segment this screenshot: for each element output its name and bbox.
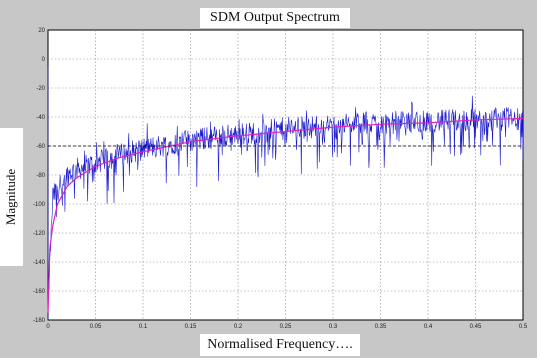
x-tick-label: 0.5 (519, 324, 528, 330)
y-tick-label: 0 (42, 57, 46, 63)
y-axis-label: Magnitude (3, 168, 18, 226)
y-tick-label: -180 (33, 318, 46, 324)
x-tick-label: 0.25 (280, 324, 292, 330)
y-tick-label: -160 (33, 289, 46, 295)
x-axis-label: Normalised Frequency…. (200, 334, 360, 356)
series-line-spectrum (47, 66, 524, 320)
x-tick-label: 0.2 (234, 324, 243, 330)
y-tick-label: -20 (36, 86, 45, 92)
x-tick-label: 0 (46, 324, 50, 330)
y-tick-label: -120 (33, 231, 46, 237)
y-tick-label: 20 (38, 28, 45, 34)
x-tick-label: 0.45 (470, 324, 482, 330)
y-tick-label: -100 (33, 202, 46, 208)
y-tick-label: -140 (33, 260, 46, 266)
x-tick-label: 0.4 (424, 324, 433, 330)
y-tick-label: -60 (36, 144, 45, 150)
y-tick-label: -40 (36, 115, 45, 121)
x-tick-label: 0.3 (329, 324, 338, 330)
x-tick-label: 0.15 (185, 324, 197, 330)
x-tick-label: 0.35 (375, 324, 387, 330)
y-axis-label-background (0, 128, 23, 266)
x-tick-label: 0.1 (139, 324, 148, 330)
chart-title: SDM Output Spectrum (200, 8, 350, 28)
x-tick-label: 0.05 (90, 324, 102, 330)
series-line-trend (47, 117, 523, 313)
y-tick-label: -80 (36, 173, 45, 179)
